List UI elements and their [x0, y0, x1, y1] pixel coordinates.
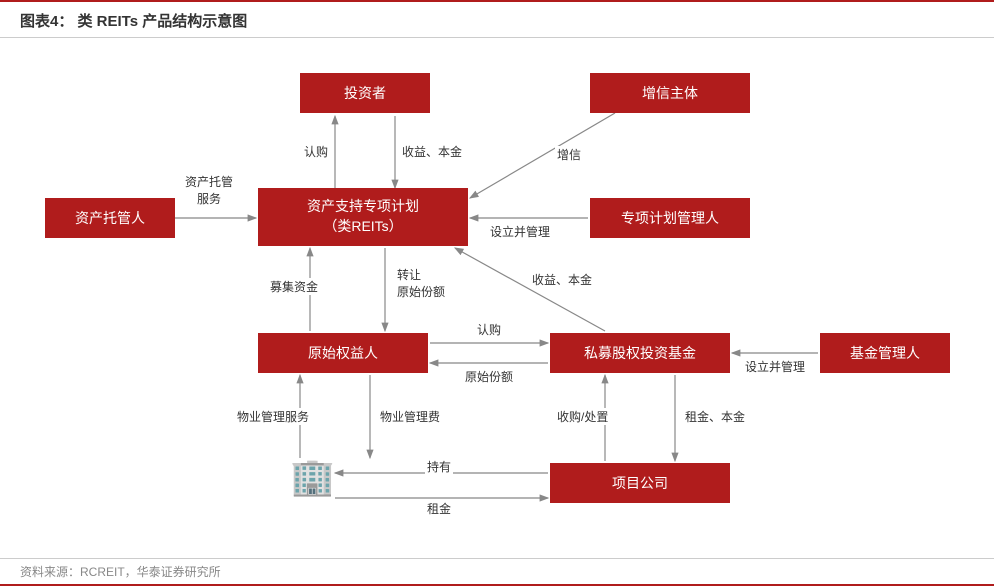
building-icon: 🏢 — [290, 456, 335, 498]
node-project-company: 项目公司 — [550, 463, 730, 503]
label-custody: 资产托管 服务 — [183, 173, 235, 207]
label-prop-fee: 物业管理费 — [378, 408, 442, 425]
label-rent1: 租金、本金 — [683, 408, 747, 425]
label-acquire: 收购/处置 — [555, 408, 610, 425]
label-return2: 收益、本金 — [530, 271, 594, 288]
label-return1: 收益、本金 — [400, 143, 464, 160]
diagram-canvas: 投资者 增信主体 资产托管人 资产支持专项计划 （类REITs） 专项计划管理人… — [0, 38, 994, 548]
node-fund-manager: 基金管理人 — [820, 333, 950, 373]
label-raise: 募集资金 — [268, 278, 320, 295]
label-share2: 原始份额 — [463, 368, 515, 385]
node-investor: 投资者 — [300, 73, 430, 113]
label-planmgr: 设立并管理 — [488, 223, 552, 240]
label-credit: 增信 — [555, 146, 583, 163]
label-hold: 持有 — [425, 458, 453, 475]
label-subscribe: 认购 — [302, 143, 330, 160]
node-original-holder: 原始权益人 — [258, 333, 428, 373]
node-plan-manager: 专项计划管理人 — [590, 198, 750, 238]
label-prop-svc: 物业管理服务 — [235, 408, 311, 425]
node-pe-fund: 私募股权投资基金 — [550, 333, 730, 373]
label-rent2: 租金 — [425, 500, 453, 517]
chart-title: 图表4： 类 REITs 产品结构示意图 — [20, 10, 974, 31]
node-abs-plan: 资产支持专项计划 （类REITs） — [258, 188, 468, 246]
node-credit-entity: 增信主体 — [590, 73, 750, 113]
label-fundmgr: 设立并管理 — [743, 358, 807, 375]
arrow-layer — [0, 38, 994, 548]
label-transfer: 转让 原始份额 — [395, 266, 447, 300]
footer-source: 资料来源：RCREIT，华泰证券研究所 — [20, 565, 221, 579]
node-custodian: 资产托管人 — [45, 198, 175, 238]
label-subscribe2: 认购 — [475, 321, 503, 338]
